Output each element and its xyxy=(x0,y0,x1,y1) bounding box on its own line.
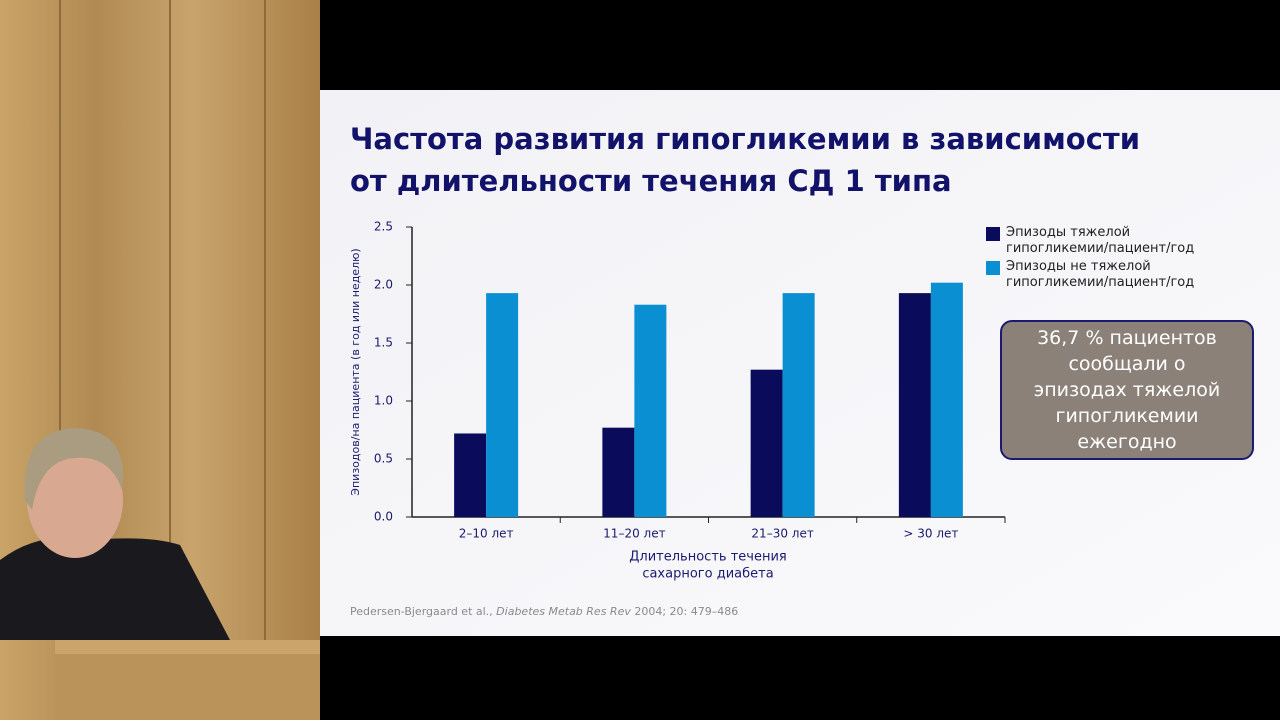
y-tick-label: 2.0 xyxy=(374,278,393,292)
bar xyxy=(782,293,815,517)
speaker-jacket xyxy=(0,537,230,640)
y-tick-label: 0.5 xyxy=(374,452,393,466)
bar xyxy=(898,293,931,517)
callout-text: 36,7 % пациентов сообщали о эпизодах тяж… xyxy=(1033,327,1221,453)
citation-details: 2004; 20: 479–486 xyxy=(634,605,739,618)
legend-swatch xyxy=(986,227,1000,241)
citation-journal: Diabetes Metab Res Rev xyxy=(496,605,631,618)
citation-authors: Pedersen-Bjergaard et al., xyxy=(350,605,493,618)
y-tick-label: 1.5 xyxy=(374,336,393,350)
y-tick-label: 2.5 xyxy=(374,220,393,234)
y-axis-label: Эпизодов/на пациента (в год или неделю) xyxy=(349,248,362,495)
speaker-hair xyxy=(24,428,124,510)
x-tick-label: 2–10 лет xyxy=(459,527,514,541)
y-tick-label: 1.0 xyxy=(374,394,393,408)
legend-label: Эпизоды не тяжелой гипогликемии/пациент/… xyxy=(1006,259,1195,290)
lectern-top xyxy=(55,640,320,654)
bar xyxy=(486,293,519,517)
x-tick-label: 21–30 лет xyxy=(751,527,813,541)
legend-entry: Эпизоды тяжелой гипогликемии/пациент/год xyxy=(986,225,1226,257)
bar xyxy=(454,433,487,517)
legend-label: Эпизоды тяжелой гипогликемии/пациент/год xyxy=(1006,225,1195,256)
bar xyxy=(602,427,635,517)
x-axis-label: сахарного диабета xyxy=(642,567,773,582)
title-line: от длительности течения СД 1 типа xyxy=(350,164,952,198)
legend-swatch xyxy=(986,261,1000,275)
x-tick-label: > 30 лет xyxy=(903,527,958,541)
slide-title: Частота развития гипогликемии в зависимо… xyxy=(350,118,1140,202)
y-tick-label: 0.0 xyxy=(374,510,393,524)
bar xyxy=(634,304,667,517)
legend-entry: Эпизоды не тяжелой гипогликемии/пациент/… xyxy=(986,259,1226,291)
title-line: Частота развития гипогликемии в зависимо… xyxy=(350,122,1141,156)
bar xyxy=(930,282,963,517)
bar xyxy=(750,369,783,517)
callout: 36,7 % пациентов сообщали о эпизодах тяж… xyxy=(1000,320,1254,460)
speaker-face xyxy=(27,442,123,558)
citation: Pedersen-Bjergaard et al., Diabetes Meta… xyxy=(350,605,738,618)
x-tick-label: 11–20 лет xyxy=(603,527,665,541)
x-axis-label: Длительность течения xyxy=(629,550,786,565)
